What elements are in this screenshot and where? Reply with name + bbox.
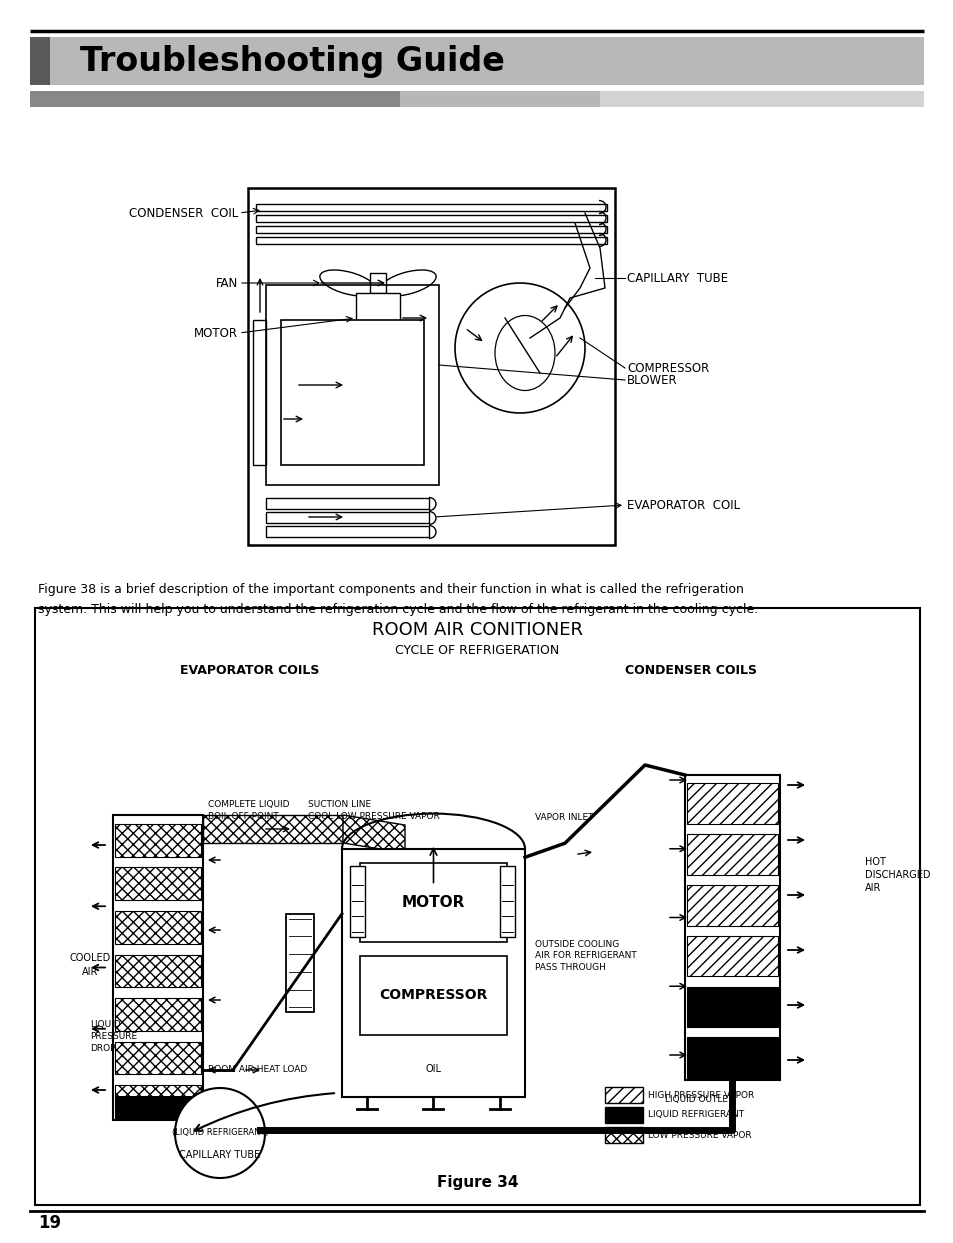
Text: ROOM AIR CONITIONER: ROOM AIR CONITIONER	[372, 622, 582, 639]
Bar	[115, 1096, 201, 1117]
Bar	[253, 319, 266, 465]
Bar	[686, 834, 778, 875]
Bar	[255, 237, 606, 244]
Text: CONDENSER  COIL: CONDENSER COIL	[129, 206, 237, 220]
Bar	[115, 911, 201, 943]
Bar	[281, 319, 423, 465]
Text: 19: 19	[38, 1214, 61, 1232]
Bar	[686, 936, 778, 976]
Bar	[350, 866, 365, 937]
Text: COMPRESSOR: COMPRESSOR	[626, 362, 708, 374]
Bar	[115, 1042, 201, 1074]
Bar	[266, 285, 438, 485]
Bar	[341, 849, 524, 1098]
Bar	[248, 188, 615, 544]
Text: COMPLETE LIQUID
BOIL OFF POINT: COMPLETE LIQUID BOIL OFF POINT	[208, 800, 289, 820]
Bar	[30, 37, 50, 85]
Text: CYCLE OF REFRIGERATION: CYCLE OF REFRIGERATION	[395, 644, 559, 656]
Text: LIQUID OUTLET: LIQUID OUTLET	[664, 1095, 733, 1104]
Bar	[355, 293, 399, 343]
Bar	[686, 1038, 778, 1078]
Bar	[115, 955, 201, 987]
Text: (LIQUID REFRIGERANT): (LIQUID REFRIGERANT)	[172, 1129, 268, 1137]
Text: COOLED
AIR: COOLED AIR	[70, 953, 111, 977]
Text: CONDENSER COILS: CONDENSER COILS	[624, 664, 757, 676]
Bar	[115, 824, 201, 856]
Text: COMPRESSOR: COMPRESSOR	[379, 988, 487, 1003]
Text: LIQUID
PRESSURE
DROP: LIQUID PRESSURE DROP	[90, 1021, 137, 1053]
Bar	[115, 998, 201, 1030]
Text: HIGH PRESSURE VAPOR: HIGH PRESSURE VAPOR	[647, 1090, 754, 1100]
Ellipse shape	[319, 270, 375, 296]
Text: Figure 34: Figure 34	[436, 1176, 517, 1191]
Bar	[50, 37, 923, 85]
Bar	[255, 215, 606, 222]
Bar	[266, 498, 429, 508]
FancyBboxPatch shape	[30, 91, 923, 107]
Circle shape	[174, 1088, 265, 1178]
Bar	[686, 783, 778, 824]
Polygon shape	[343, 815, 405, 853]
Text: FAN: FAN	[215, 276, 237, 290]
Bar	[684, 774, 780, 1080]
Bar	[203, 815, 343, 843]
Text: BLOWER: BLOWER	[626, 373, 677, 387]
Text: Figure 38 is a brief description of the important components and their function : Figure 38 is a brief description of the …	[38, 583, 758, 617]
Text: EVAPORATOR COILS: EVAPORATOR COILS	[180, 664, 319, 676]
Bar	[370, 273, 386, 293]
Bar	[359, 956, 506, 1035]
Text: LOW PRESSURE VAPOR: LOW PRESSURE VAPOR	[647, 1130, 751, 1140]
Bar	[359, 863, 506, 942]
Circle shape	[455, 283, 584, 413]
Text: MOTOR: MOTOR	[193, 327, 237, 339]
Bar	[112, 815, 203, 1120]
Text: CAPILLARY  TUBE: CAPILLARY TUBE	[626, 271, 727, 285]
Ellipse shape	[379, 270, 436, 296]
Text: Troubleshooting Guide: Troubleshooting Guide	[80, 45, 504, 77]
Bar	[266, 512, 429, 523]
Bar	[255, 226, 606, 232]
Bar	[604, 1086, 642, 1103]
Text: OUTSIDE COOLING
AIR FOR REFRIGERANT
PASS THROUGH: OUTSIDE COOLING AIR FOR REFRIGERANT PASS…	[535, 940, 636, 972]
Bar	[686, 885, 778, 926]
Bar	[499, 866, 515, 937]
Text: OIL: OIL	[425, 1064, 441, 1074]
Bar	[399, 91, 923, 107]
Text: ROOM AIR HEAT LOAD: ROOM AIR HEAT LOAD	[208, 1065, 307, 1074]
Bar	[115, 1085, 201, 1117]
Bar	[266, 526, 429, 537]
Bar	[255, 204, 606, 211]
Bar	[35, 608, 919, 1204]
Text: EVAPORATOR  COIL: EVAPORATOR COIL	[626, 498, 740, 512]
Bar	[286, 914, 314, 1012]
Bar	[604, 1108, 642, 1122]
Bar	[599, 91, 923, 107]
Text: SUCTION LINE
COOL LOW PRESSURE VAPOR: SUCTION LINE COOL LOW PRESSURE VAPOR	[308, 800, 439, 820]
Bar	[686, 987, 778, 1027]
Bar	[604, 1127, 642, 1144]
Text: VAPOR INLET: VAPOR INLET	[535, 813, 593, 822]
Text: CAPILLARY TUBE: CAPILLARY TUBE	[179, 1150, 260, 1160]
Text: MOTOR: MOTOR	[401, 895, 465, 910]
Text: HOT
DISCHARGED
AIR: HOT DISCHARGED AIR	[864, 856, 929, 894]
Text: LIQUID REFRIGERANT: LIQUID REFRIGERANT	[647, 1110, 743, 1120]
Bar	[115, 868, 201, 900]
